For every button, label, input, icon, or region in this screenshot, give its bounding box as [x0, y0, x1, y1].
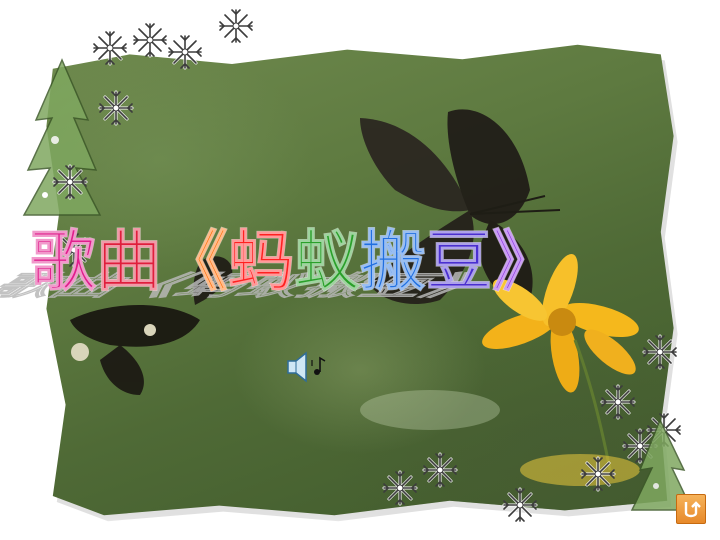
butterfly-small	[70, 256, 233, 395]
title-char: 蚁	[294, 223, 361, 301]
title-char: 曲	[96, 223, 163, 301]
title-char: 》	[492, 223, 559, 301]
butterfly-large	[360, 109, 561, 305]
title-char: 豆	[426, 223, 493, 301]
title-char: 歌	[30, 223, 97, 301]
title-char: 蚂	[228, 223, 295, 301]
yellow-flower	[482, 254, 639, 471]
slide-title: 歌曲《蚂蚁搬豆》 歌曲《蚂蚁搬豆》	[0, 212, 690, 322]
speaker-icon[interactable]	[284, 350, 328, 384]
return-button[interactable]	[676, 494, 706, 524]
return-icon	[684, 501, 701, 518]
title-char: 《	[162, 223, 229, 301]
title-text: 歌曲《蚂蚁搬豆》	[30, 212, 559, 312]
title-char: 搬	[360, 223, 427, 301]
